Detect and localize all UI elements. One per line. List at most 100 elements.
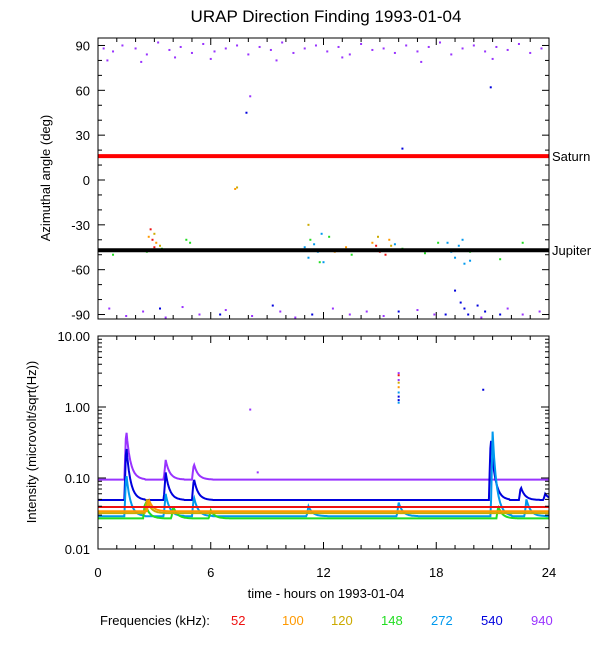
angle-series-120khz [153, 186, 393, 247]
angle-point [236, 44, 239, 47]
angle-point [360, 42, 363, 45]
angle-point [517, 42, 520, 45]
x-axis-label: time - hours on 1993-01-04 [248, 586, 405, 601]
angle-point [450, 53, 453, 56]
angle-point [480, 316, 483, 319]
legend-item-148khz: 148 [381, 613, 403, 628]
angle-point [322, 261, 325, 264]
angle-point [190, 51, 193, 54]
intensity-point [249, 408, 252, 411]
angle-series-940khz [102, 41, 543, 319]
angle-point [388, 238, 391, 241]
angle-point [303, 246, 306, 249]
angle-point [224, 47, 227, 50]
angle-point [309, 238, 312, 241]
angle-y-axis-label: Azimuthal angle (deg) [38, 115, 53, 241]
angle-point [318, 261, 321, 264]
intensity-series-52khz [98, 374, 549, 508]
angle-point [439, 41, 442, 44]
angle-point [348, 313, 351, 316]
intensity-series-100khz [98, 386, 549, 513]
intensity-trace [98, 498, 549, 513]
angle-point [134, 47, 137, 50]
angle-point [140, 60, 143, 63]
legend-label: Frequencies (kHz): [100, 613, 210, 628]
angle-point [463, 307, 466, 310]
intensity-y-axis-label: Intensity (microvolt/sqrt(Hz)) [24, 361, 39, 524]
angle-point [149, 228, 152, 231]
angle-point [249, 95, 252, 98]
intensity-point [397, 391, 400, 394]
angle-point [331, 307, 334, 310]
angle-point [390, 244, 393, 247]
intensity-series-272khz [98, 391, 549, 518]
angle-point [292, 51, 295, 54]
legend-item-272khz: 272 [431, 613, 453, 628]
reference-label-jupiter: Jupiter [552, 243, 592, 258]
intensity-tick-label: 0.10 [65, 471, 90, 486]
angle-point [461, 47, 464, 50]
angle-point [224, 309, 227, 312]
angle-point [251, 315, 254, 318]
angle-point [491, 57, 494, 60]
intensity-series-940khz [98, 372, 549, 481]
angle-point [125, 315, 128, 318]
angle-point [375, 244, 378, 247]
angle-tick-label: -90 [71, 308, 90, 323]
angle-point [326, 50, 329, 53]
time-tick-label: 18 [429, 565, 443, 580]
angle-point [484, 310, 487, 313]
angle-point [489, 86, 492, 89]
angle-point [495, 45, 498, 48]
angle-point [142, 310, 145, 313]
angle-point [371, 48, 374, 51]
angle-point [467, 313, 470, 316]
angle-point [393, 243, 396, 246]
angle-point [446, 241, 449, 244]
angle-point [247, 53, 250, 56]
angle-point [112, 253, 115, 256]
angle-point [529, 51, 532, 54]
angle-point [181, 306, 184, 309]
angle-point [307, 223, 310, 226]
angle-point [320, 232, 323, 235]
angle-point [159, 244, 162, 247]
angle-point [540, 47, 543, 50]
angle-plot-frame [97, 37, 550, 320]
angle-point [108, 307, 111, 310]
angle-point [341, 56, 344, 59]
legend-item-120khz: 120 [331, 613, 353, 628]
time-tick-label: 24 [542, 565, 556, 580]
angle-point [198, 313, 201, 316]
legend-item-540khz: 540 [481, 613, 503, 628]
angle-point [350, 253, 353, 256]
angle-point [457, 244, 460, 247]
legend-item-100khz: 100 [282, 613, 304, 628]
angle-point [538, 310, 541, 313]
angle-point [463, 262, 466, 265]
angle-tick-label: 60 [76, 83, 90, 98]
angle-point [155, 241, 158, 244]
angle-point [275, 59, 278, 62]
angle-tick-label: 30 [76, 128, 90, 143]
reference-lines: Saturn Jupiter [98, 149, 592, 258]
angle-point [174, 56, 177, 59]
intensity-point [397, 395, 400, 398]
angle-point [106, 59, 109, 62]
chart-title: URAP Direction Finding 1993-01-04 [191, 7, 462, 26]
angle-point [382, 315, 385, 318]
angle-point [209, 57, 212, 60]
intensity-point [397, 374, 400, 377]
angle-tick-label: 0 [83, 173, 90, 188]
angle-point [307, 256, 310, 259]
intensity-axis-ticks: 0 6 12 18 24 10.00 1.00 0.10 0.01 [57, 329, 556, 580]
angle-axis-ticks: 90 60 30 0 -30 -60 -90 [71, 38, 550, 323]
angle-point [328, 235, 331, 238]
angle-point [168, 48, 171, 51]
angle-point [245, 111, 248, 114]
intensity-point [256, 471, 259, 474]
angle-point [202, 42, 205, 45]
angle-point [416, 50, 419, 53]
angle-point [157, 41, 160, 44]
